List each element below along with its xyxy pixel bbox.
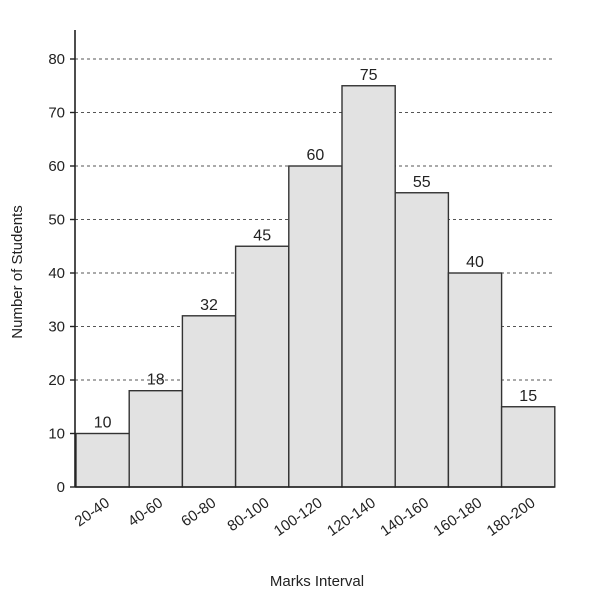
y-tick-label: 30 [48,319,65,336]
y-axis-title: Number of Students [9,205,26,338]
bar [394,192,450,488]
bar [234,245,290,488]
data-label: 55 [413,174,431,191]
y-tick-labels: 0 10 20 30 40 50 60 70 80 [48,51,75,496]
data-labels: 10 18 32 45 60 75 55 40 15 [94,67,537,432]
x-tick-label: 80-100 [224,494,272,535]
x-tick-label: 20-40 [72,494,113,530]
y-tick-label: 40 [48,265,65,282]
y-tick-label: 80 [48,51,65,68]
data-label: 40 [466,254,484,271]
bar [500,406,556,488]
data-label: 45 [253,227,271,244]
x-tick-label: 180-200 [484,494,539,540]
bar [341,85,396,488]
bar [181,315,237,488]
bar [288,165,343,488]
data-label: 18 [147,372,165,389]
data-label: 32 [200,297,218,314]
y-tick-label: 70 [48,105,65,122]
bar [75,432,130,488]
x-tick-label: 160-180 [430,494,485,540]
y-tick-label: 0 [57,479,65,496]
data-label: 75 [360,67,378,84]
bar [128,390,184,488]
y-tick-label: 60 [48,158,65,175]
x-tick-label: 140-160 [377,494,432,540]
x-tick-label: 40-60 [125,494,166,530]
y-tick-label: 50 [48,212,65,229]
x-tick-labels: 20-40 40-60 60-80 80-100100-120120-140140-1… [72,494,539,540]
x-tick-label: 120-140 [324,494,379,540]
data-label: 60 [307,147,325,164]
x-axis-title: Marks Interval [270,573,364,590]
x-tick-label: 60-80 [178,494,219,530]
data-label: 10 [94,415,112,432]
x-tick-label: 100-120 [271,494,326,540]
y-tick-label: 20 [48,372,65,389]
bars [75,85,556,488]
data-label: 15 [519,388,537,405]
bar [447,272,503,488]
y-tick-label: 10 [48,426,65,443]
